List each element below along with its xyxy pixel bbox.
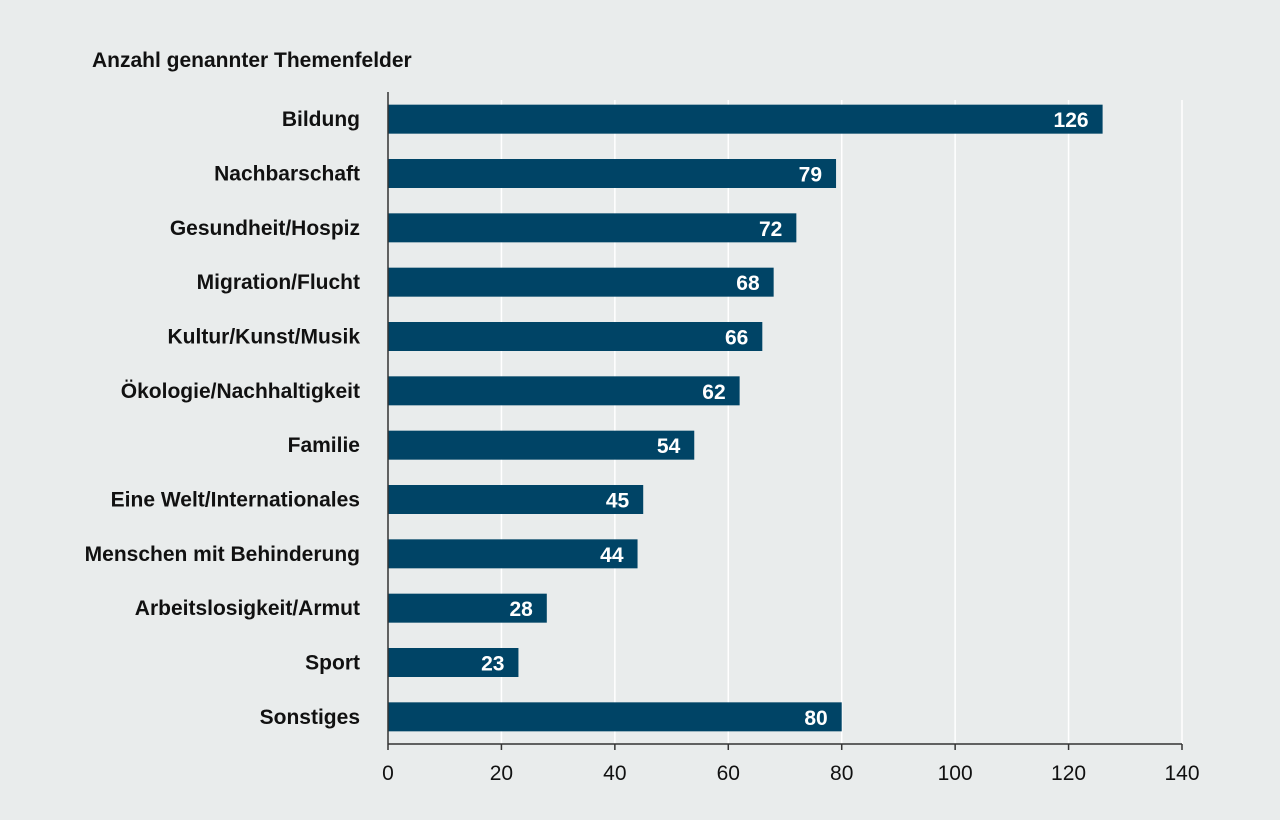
bar (388, 430, 695, 460)
bar (388, 593, 547, 623)
bar (388, 322, 763, 351)
x-tick-label: 20 (490, 762, 513, 785)
gridlines (500, 100, 1183, 744)
bar (388, 702, 842, 732)
category-label: Eine Welt/Internationales (111, 489, 360, 512)
bar (388, 213, 797, 243)
data-label: 54 (657, 435, 681, 458)
x-tick-label: 40 (603, 762, 626, 785)
x-tick-label: 120 (1051, 762, 1086, 785)
data-labels: 126 79 72 68 66 62 54 45 44 28 23 80 (481, 109, 1089, 730)
bar (388, 104, 1103, 134)
x-tick-label: 80 (830, 762, 853, 785)
data-label: 79 (799, 164, 822, 187)
data-label: 44 (600, 544, 624, 567)
category-labels: Bildung Nachbarschaft Gesundheit/Hospiz Mig… (85, 108, 361, 729)
data-label: 80 (804, 707, 827, 730)
data-label: 72 (759, 218, 782, 241)
category-label: Nachbarschaft (214, 163, 360, 186)
data-label: 66 (725, 327, 748, 350)
bar (388, 539, 638, 569)
bar (388, 648, 519, 677)
data-label: 68 (736, 272, 760, 295)
category-label: Familie (288, 434, 360, 457)
x-tick-label: 100 (938, 762, 973, 785)
x-tick-label: 60 (717, 762, 740, 785)
bar (388, 485, 644, 514)
bar (388, 159, 837, 188)
data-label: 28 (509, 598, 533, 621)
category-label: Menschen mit Behinderung (85, 543, 360, 566)
category-label: Sport (305, 652, 360, 675)
chart-title: Anzahl genannter Themenfelder (92, 49, 412, 72)
category-label: Gesundheit/Hospiz (170, 217, 360, 240)
category-label: Migration/Flucht (197, 271, 360, 294)
bar (388, 376, 740, 406)
category-label: Kultur/Kunst/Musik (168, 326, 361, 349)
data-label: 62 (702, 381, 725, 404)
category-label: Arbeitslosigkeit/Armut (135, 597, 360, 620)
data-label: 45 (606, 490, 630, 513)
category-label: Sonstiges (260, 706, 360, 729)
category-label: Bildung (282, 108, 360, 131)
x-tick-label: 140 (1164, 762, 1199, 785)
bar (388, 267, 774, 297)
category-label: Ökologie/Nachhaltigkeit (121, 380, 360, 403)
data-label: 23 (481, 653, 504, 676)
x-axis: 0 20 40 60 80 100 120 140 (382, 92, 1200, 785)
x-tick-label: 0 (382, 762, 394, 785)
data-label: 126 (1054, 109, 1089, 132)
bars (388, 104, 1103, 732)
